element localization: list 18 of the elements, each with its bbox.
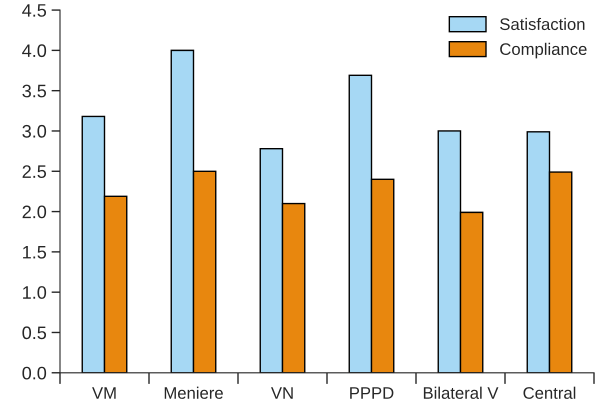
x-tick-label: Central — [523, 386, 576, 399]
x-tick-label: Bilateral V — [424, 386, 498, 399]
legend-label: Compliance — [500, 42, 587, 58]
x-tick-label: VN — [270, 387, 293, 399]
y-tick-label: 4.0 — [22, 44, 46, 58]
x-tick-label: VM — [92, 387, 116, 399]
y-tick-label: 0.5 — [22, 326, 46, 340]
y-tick-label: 2.0 — [22, 206, 46, 218]
legend-label: Satisfaction — [500, 18, 584, 30]
y-tick-label: 4.5 — [22, 4, 46, 17]
x-tick-label: PPPD — [350, 387, 394, 399]
y-tick-label: 0.0 — [22, 366, 46, 380]
y-tick-label: 1.0 — [23, 286, 46, 299]
y-tick-label: 3.5 — [22, 84, 46, 98]
y-tick-label: 1.5 — [23, 246, 46, 259]
y-tick-label: 3.0 — [22, 124, 46, 138]
x-tick-label: Meniere — [164, 386, 223, 399]
y-tick-label: 2.5 — [22, 165, 46, 178]
